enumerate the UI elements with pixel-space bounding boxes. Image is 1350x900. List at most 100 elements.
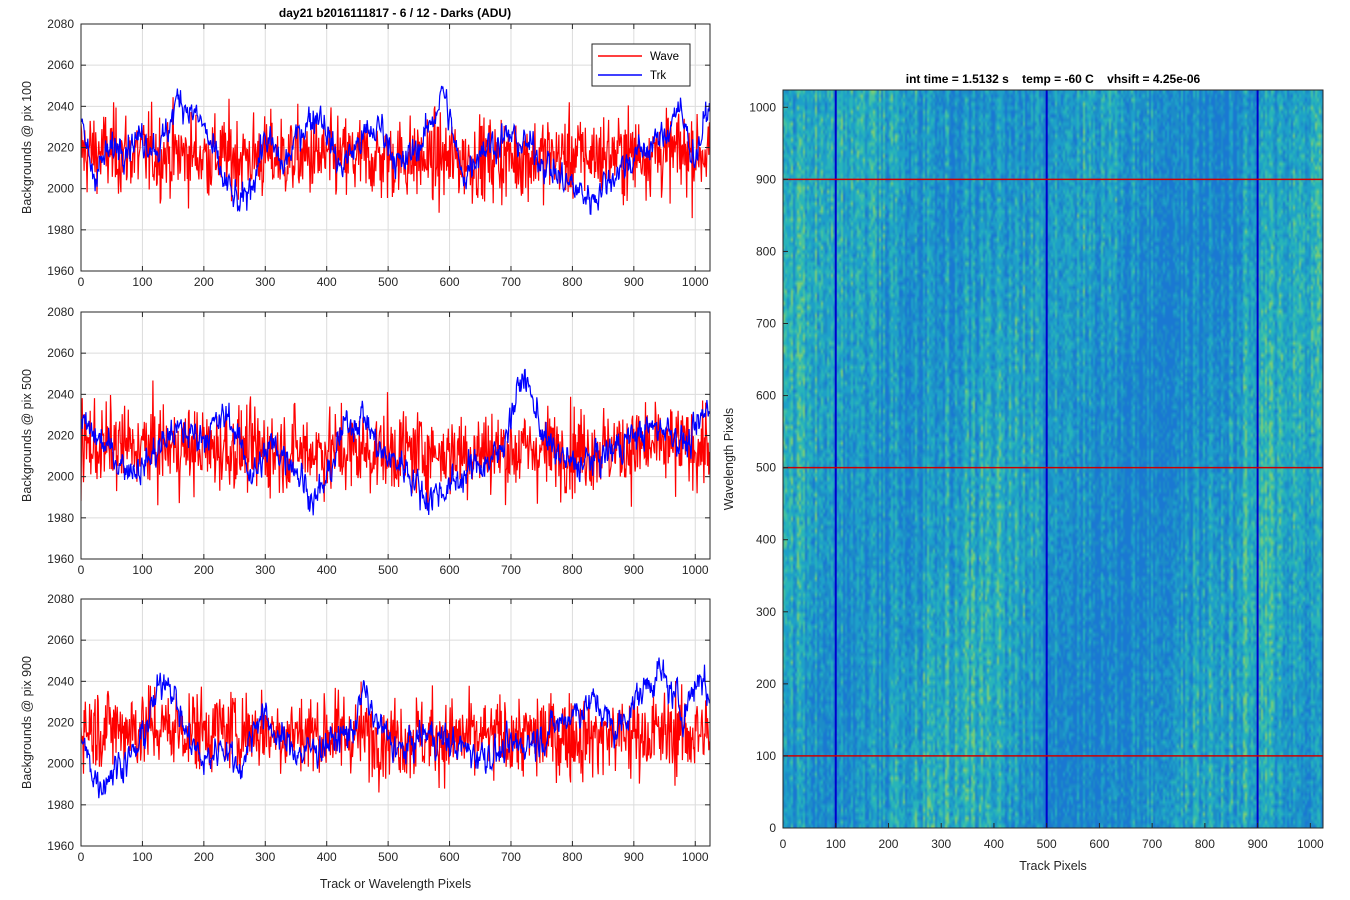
x-tick-label: 700 (501, 275, 521, 289)
y-tick-label: 2000 (47, 182, 74, 196)
y-tick-label: 2080 (47, 305, 74, 319)
y-tick-label: 600 (756, 389, 776, 403)
x-tick-label: 300 (255, 275, 275, 289)
x-tick-label: 1000 (1297, 837, 1324, 851)
x-tick-label: 200 (194, 850, 214, 864)
y-tick-label: 100 (756, 749, 776, 763)
y-tick-label: 2040 (47, 99, 74, 113)
series-line-trk (81, 368, 710, 516)
series-line-trk (81, 657, 710, 799)
x-tick-label: 200 (878, 837, 898, 851)
x-tick-label: 400 (984, 837, 1004, 851)
x-tick-label: 300 (255, 850, 275, 864)
y-tick-label: 2020 (47, 141, 74, 155)
legend-box (591, 43, 691, 87)
heatmap-title: int time = 1.5132 s temp = -60 C vhsift … (906, 72, 1201, 86)
y-axis-label: Backgrounds @ pix 500 (20, 369, 34, 502)
x-tick-label: 0 (78, 275, 85, 289)
y-tick-label: 2040 (47, 387, 74, 401)
y-tick-label: 1980 (47, 511, 74, 525)
y-tick-label: 2000 (47, 757, 74, 771)
x-tick-label: 400 (317, 563, 337, 577)
y-tick-label: 0 (769, 821, 776, 835)
x-tick-label: 800 (562, 850, 582, 864)
y-tick-label: 500 (756, 461, 776, 475)
x-tick-label: 300 (931, 837, 951, 851)
y-tick-label: 2040 (47, 674, 74, 688)
x-tick-label: 1000 (682, 850, 709, 864)
figure-title: day21 b2016111817 - 6 / 12 - Darks (ADU) (279, 6, 511, 20)
x-tick-label: 600 (440, 563, 460, 577)
x-tick-label: 100 (132, 275, 152, 289)
x-tick-label: 0 (78, 563, 85, 577)
series-line-trk (81, 85, 710, 216)
heatmap-axes-box (782, 89, 1324, 829)
y-tick-label: 400 (756, 533, 776, 547)
y-tick-label: 800 (756, 244, 776, 258)
x-tick-label: 200 (194, 563, 214, 577)
x-tick-label: 800 (1195, 837, 1215, 851)
x-tick-label: 500 (378, 275, 398, 289)
x-tick-label: 900 (1248, 837, 1268, 851)
y-tick-label: 1960 (47, 552, 74, 566)
legend: Wave Trk (591, 43, 691, 87)
y-axis-label: Wavelength Pixels (722, 408, 736, 510)
line-panel-3: 0 100 200 300 400 500 600 700 800 900 1000 1960 1980… (20, 592, 711, 891)
x-tick-label: 100 (132, 850, 152, 864)
x-tick-label: 900 (624, 563, 644, 577)
y-tick-label: 2060 (47, 346, 74, 360)
x-tick-label: 700 (501, 563, 521, 577)
y-tick-label: 1960 (47, 839, 74, 853)
y-tick-label: 2000 (47, 470, 74, 484)
x-tick-label: 700 (1142, 837, 1162, 851)
series-line-wave (81, 380, 710, 509)
y-tick-label: 200 (756, 677, 776, 691)
x-tick-label: 1000 (682, 563, 709, 577)
y-tick-label: 2080 (47, 17, 74, 31)
line-panel-1: 0 100 200 300 400 500 600 700 800 900 1000 1960 1980… (20, 17, 711, 289)
line-panel-2: 0 100 200 300 400 500 600 700 800 900 1000 1960 1980… (20, 305, 711, 577)
y-tick-label: 1960 (47, 264, 74, 278)
x-tick-label: 600 (440, 850, 460, 864)
y-tick-label: 2060 (47, 633, 74, 647)
legend-label-wave: Wave (650, 51, 679, 63)
x-tick-label: 400 (317, 275, 337, 289)
x-axis-label: Track or Wavelength Pixels (320, 877, 471, 891)
y-tick-label: 700 (756, 317, 776, 331)
heatmap-image (783, 90, 1323, 828)
x-tick-label: 300 (255, 563, 275, 577)
x-tick-label: 100 (826, 837, 846, 851)
x-tick-label: 0 (78, 850, 85, 864)
legend-label-trk: Trk (650, 70, 666, 82)
x-tick-label: 900 (624, 850, 644, 864)
heatmap-panel: 0 100 200 300 400 500 600 700 800 900 1000 0 100 200 3… (722, 72, 1324, 873)
x-tick-label: 600 (1089, 837, 1109, 851)
x-tick-label: 600 (440, 275, 460, 289)
x-tick-label: 200 (194, 275, 214, 289)
x-tick-label: 500 (1037, 837, 1057, 851)
x-tick-label: 500 (378, 563, 398, 577)
x-tick-label: 0 (780, 837, 787, 851)
y-tick-label: 2060 (47, 58, 74, 72)
panels: 0 100 200 300 400 500 600 700 800 900 100019601980… (20, 17, 1324, 891)
x-tick-label: 1000 (682, 275, 709, 289)
x-tick-label: 900 (624, 275, 644, 289)
y-tick-label: 1000 (749, 100, 776, 114)
x-tick-label: 800 (562, 275, 582, 289)
x-axis-label: Track Pixels (1019, 859, 1087, 873)
y-tick-label: 2020 (47, 716, 74, 730)
y-axis-label: Backgrounds @ pix 100 (20, 81, 34, 214)
x-tick-label: 700 (501, 850, 521, 864)
y-tick-label: 1980 (47, 798, 74, 812)
x-tick-label: 500 (378, 850, 398, 864)
x-tick-label: 100 (132, 563, 152, 577)
y-tick-label: 2080 (47, 592, 74, 606)
x-tick-label: 800 (562, 563, 582, 577)
x-tick-label: 400 (317, 850, 337, 864)
series-line-wave (81, 680, 710, 793)
y-tick-label: 2020 (47, 429, 74, 443)
y-tick-label: 1980 (47, 223, 74, 237)
y-tick-label: 900 (756, 172, 776, 186)
y-axis-label: Backgrounds @ pix 900 (20, 656, 34, 789)
